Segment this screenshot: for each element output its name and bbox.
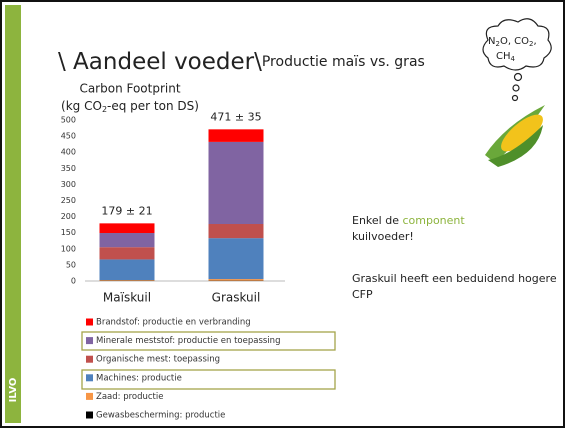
legend-label: Minerale meststof: productie en toepassi… [96,336,280,346]
annotation: 471 ± 35 [210,110,261,123]
legend-swatch [86,318,93,326]
chart-title: Carbon Footprint [79,82,180,96]
bar-segment [208,224,264,239]
bar-segment [208,238,264,280]
y-tick-label: 0 [71,277,76,286]
bubble-text: CH4 [496,51,516,63]
legend-swatch [86,411,93,419]
highlight-box [81,369,336,390]
y-tick-label: 350 [61,164,76,173]
y-tick-label: 50 [66,260,76,269]
bar-segment [99,259,155,281]
side-stripe [5,5,21,423]
legend-swatch [86,392,93,400]
legend-swatch [86,374,93,382]
legend-label: Zaad: productie [96,392,164,402]
bubble-text: N2O, CO2, [488,36,537,48]
y-tick-label: 100 [61,244,76,253]
legend-label: Brandstof: productie en verbranding [96,318,251,328]
note: kuilvoeder! [352,230,414,243]
bar-segment [99,247,155,260]
y-axis-label: (kg CO2-eq per ton DS) [61,99,199,114]
x-tick-label: Maïskuil [103,291,151,305]
y-tick-label: 400 [61,148,76,157]
legend-swatch [86,355,93,363]
y-tick-label: 250 [61,196,76,205]
bar-segment [99,280,155,281]
bar-segment [99,233,155,248]
y-tick-label: 500 [61,116,76,125]
logo: ILVO [8,378,19,403]
y-tick-label: 300 [61,180,76,189]
corn-icon [485,105,545,167]
x-tick-label: Graskuil [212,291,261,305]
bar-segment [208,141,264,225]
slide-title: \ Aandeel voeder\Productie maïs vs. gras [58,49,425,75]
legend-label: Machines: productie [96,373,182,383]
note: Graskuil heeft een beduidend hogere CFP [352,272,557,301]
bar-segment [208,129,264,142]
legend-swatch [86,337,93,345]
y-tick-label: 450 [61,132,76,141]
bar-segment [99,223,155,234]
annotation: 179 ± 21 [101,204,152,217]
legend-label: Organische mest: toepassing [96,355,220,365]
thought-bubble [482,18,552,102]
y-tick-label: 150 [61,228,76,237]
y-tick-label: 200 [61,212,76,221]
bar-segment [208,279,264,281]
note: Enkel de component [352,214,465,227]
highlight-box [81,331,336,351]
legend-label: Gewasbescherming: productie [96,411,225,421]
